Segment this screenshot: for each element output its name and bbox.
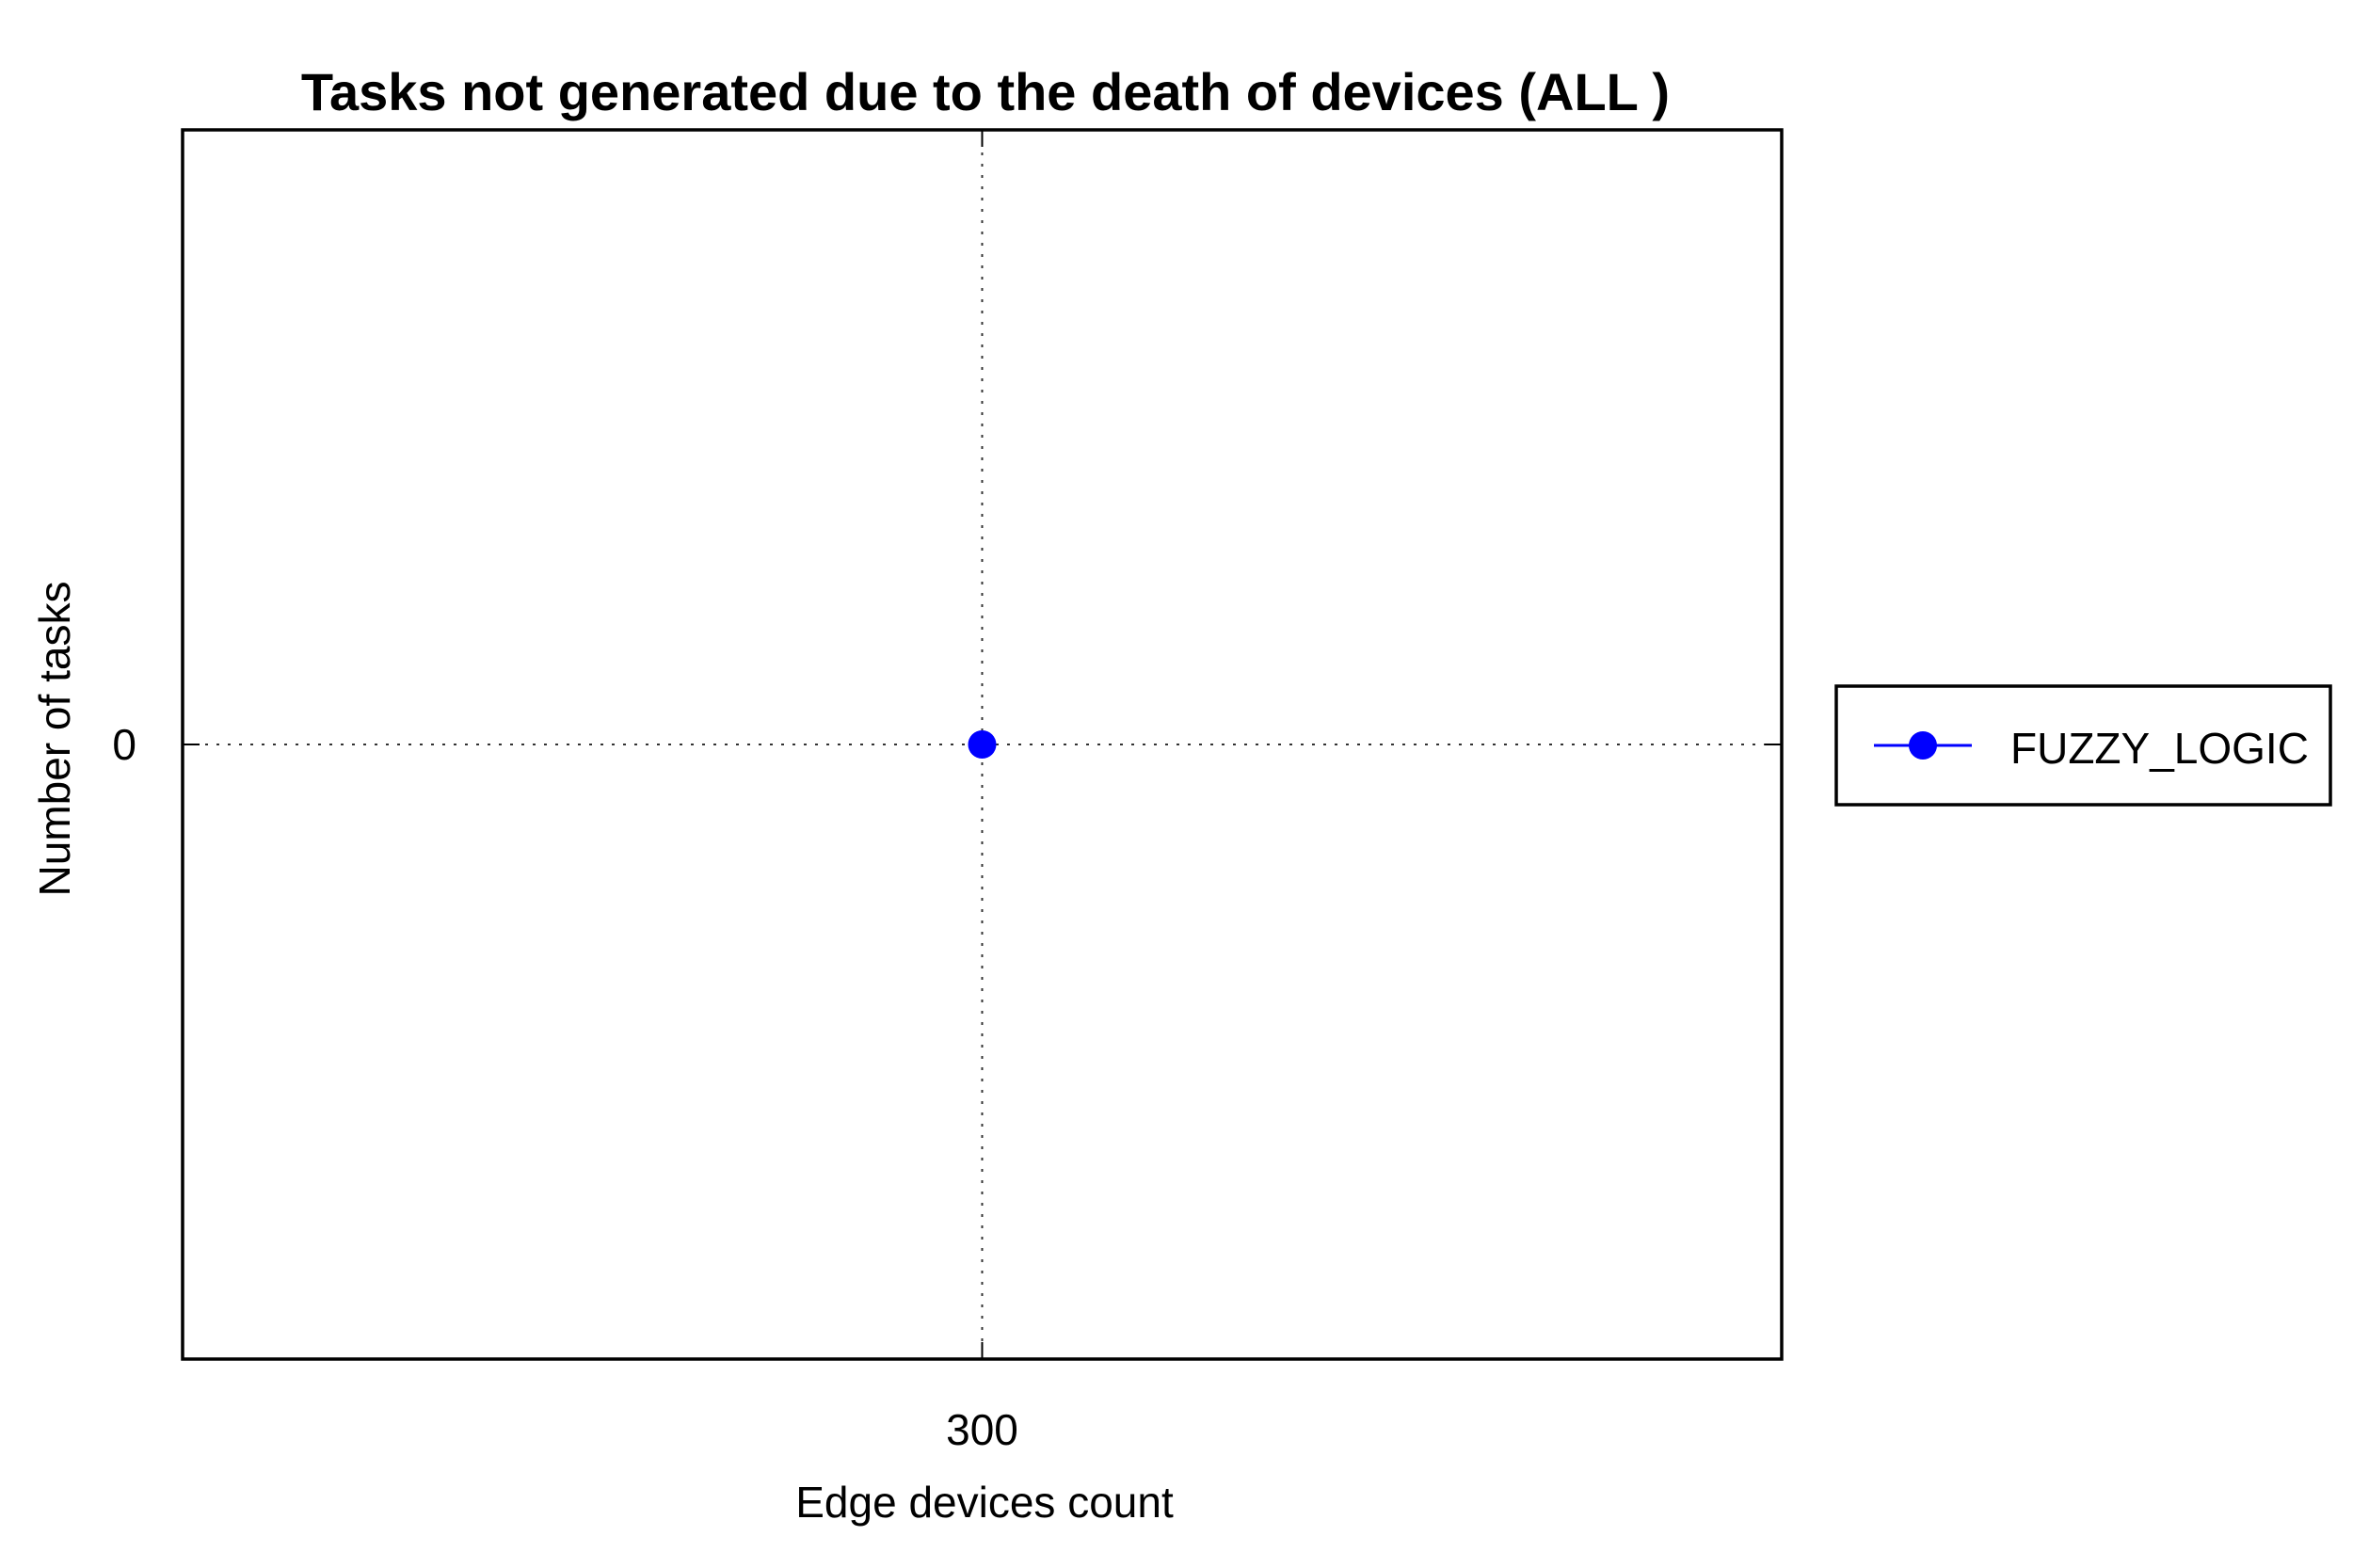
axis-ticks [183,130,1782,1359]
tick-labels: 300 0 [112,720,1017,1454]
x-axis-label: Edge devices count [795,1478,1174,1527]
grid [183,130,1782,1359]
legend-label-fuzzy-logic: FUZZY_LOGIC [2010,724,2309,773]
legend-marker-fuzzy-logic [1909,731,1937,760]
legend: FUZZY_LOGIC [1834,684,2332,807]
plot-frame [181,128,1784,1361]
y-axis-label: Number of tasks [30,582,79,897]
legend-box [1834,684,2332,807]
y-tick-label: 0 [112,720,136,769]
data-point [968,730,997,759]
series-marks [968,730,997,759]
x-tick-label: 300 [946,1405,1018,1454]
chart-title: Tasks not generated due to the death of … [301,62,1670,121]
